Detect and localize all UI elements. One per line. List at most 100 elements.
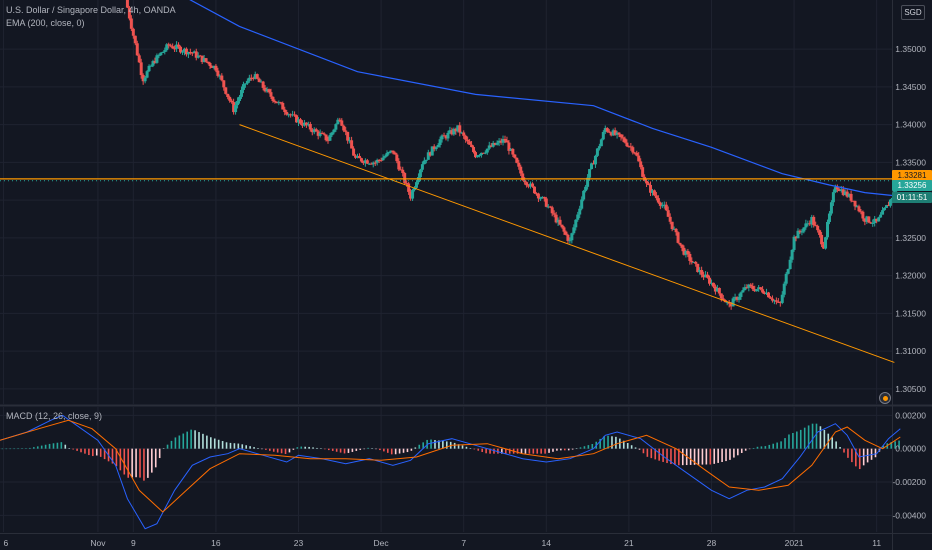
macd-histogram-bar (799, 429, 802, 449)
candle-down (814, 225, 818, 227)
candle-down (263, 87, 267, 92)
candle-down (668, 216, 672, 222)
candle-down (251, 78, 255, 80)
candle-down (153, 61, 157, 63)
candle-up (584, 186, 588, 191)
candle-down (794, 236, 798, 239)
candle-up (487, 145, 491, 149)
macd-histogram-bar (25, 448, 27, 449)
candle-up (491, 142, 495, 147)
candle-up (182, 48, 186, 52)
candle-down (173, 48, 177, 50)
candle-down (169, 45, 173, 47)
candle-up (786, 269, 790, 274)
currency-badge[interactable]: SGD (901, 5, 925, 20)
candle-up (806, 223, 810, 225)
candle-up (588, 169, 592, 178)
macd-histogram-bar (339, 448, 342, 453)
candle-down (531, 183, 535, 187)
macd-histogram-bar (744, 448, 747, 451)
time-axis-label: Dec (374, 538, 390, 548)
macd-histogram-bar (693, 448, 696, 465)
macd-histogram-bar (44, 444, 47, 449)
candle-down (141, 74, 145, 82)
candle-up (411, 190, 415, 199)
candle-down (198, 55, 202, 57)
time-axis-label: 14 (542, 538, 552, 548)
candle-up (578, 208, 582, 215)
candle-down (527, 185, 531, 187)
candle-down (591, 163, 595, 165)
candle-down (605, 128, 609, 132)
reset-chart-icon[interactable] (879, 392, 891, 404)
candle-up (287, 114, 291, 116)
macd-histogram-bar (851, 448, 853, 463)
macd-histogram-bar (379, 448, 381, 451)
candle-up (684, 250, 688, 255)
candle-down (812, 216, 816, 226)
trendline (239, 124, 895, 363)
macd-histogram-bar (327, 448, 330, 451)
candle-up (757, 287, 761, 290)
candle-down (271, 96, 275, 101)
ema-legend[interactable]: EMA (200, close, 0) (6, 18, 85, 28)
macd-histogram-bar (331, 448, 334, 451)
candle-down (466, 139, 470, 142)
candle-down (680, 244, 684, 248)
candle-up (883, 207, 887, 211)
candle-down (706, 274, 710, 278)
candle-down (350, 140, 354, 149)
macd-histogram-bar (752, 447, 755, 449)
macd-legend[interactable]: MACD (12, 26, close, 9) (6, 411, 103, 421)
macd-axis-label: 0.00200 (895, 410, 926, 420)
candle-down (686, 250, 690, 254)
price-axis-label: 1.31500 (895, 308, 926, 318)
candle-down (558, 219, 562, 225)
macd-histogram-bar (583, 446, 586, 449)
candle-down (338, 119, 342, 121)
macd-histogram-bar (662, 448, 664, 462)
macd-histogram-bar (9, 448, 12, 450)
candle-down (393, 152, 397, 155)
candle-down (515, 157, 519, 163)
candle-up (546, 206, 550, 208)
candle-up (147, 65, 151, 72)
candle-up (580, 199, 584, 209)
candle-down (633, 152, 637, 154)
candle-up (446, 132, 450, 139)
candle-up (192, 51, 196, 54)
candle-down (696, 263, 700, 273)
macd-histogram-bar (634, 447, 637, 449)
macd-histogram-bar (481, 448, 483, 452)
macd-histogram-bar (504, 448, 507, 454)
candle-up (418, 169, 422, 178)
macd-histogram-bar (296, 447, 299, 449)
time-axis-label: 7 (461, 538, 466, 548)
macd-histogram-bar (438, 440, 440, 449)
candle-up (318, 132, 322, 136)
candle-down (289, 114, 293, 116)
candle-down (678, 242, 682, 245)
candle-down (564, 231, 568, 235)
macd-histogram-bar (186, 431, 189, 449)
candle-down (749, 284, 753, 287)
candle-up (741, 290, 745, 293)
candle-up (186, 52, 190, 55)
candle-up (715, 287, 719, 292)
candle-up (501, 138, 505, 143)
candle-down (472, 146, 476, 153)
candle-down (536, 193, 540, 199)
macd-histogram-bar (406, 448, 409, 453)
candle-up (385, 152, 389, 157)
candle-down (761, 289, 765, 293)
candle-down (629, 146, 633, 148)
candle-up (367, 163, 371, 165)
candle-down (517, 162, 521, 167)
macd-histogram-bar (792, 433, 794, 449)
candle-down (190, 52, 194, 54)
candle-up (792, 236, 796, 250)
candle-down (639, 161, 643, 168)
macd-histogram-bar (725, 448, 727, 462)
candle-down (179, 46, 183, 53)
